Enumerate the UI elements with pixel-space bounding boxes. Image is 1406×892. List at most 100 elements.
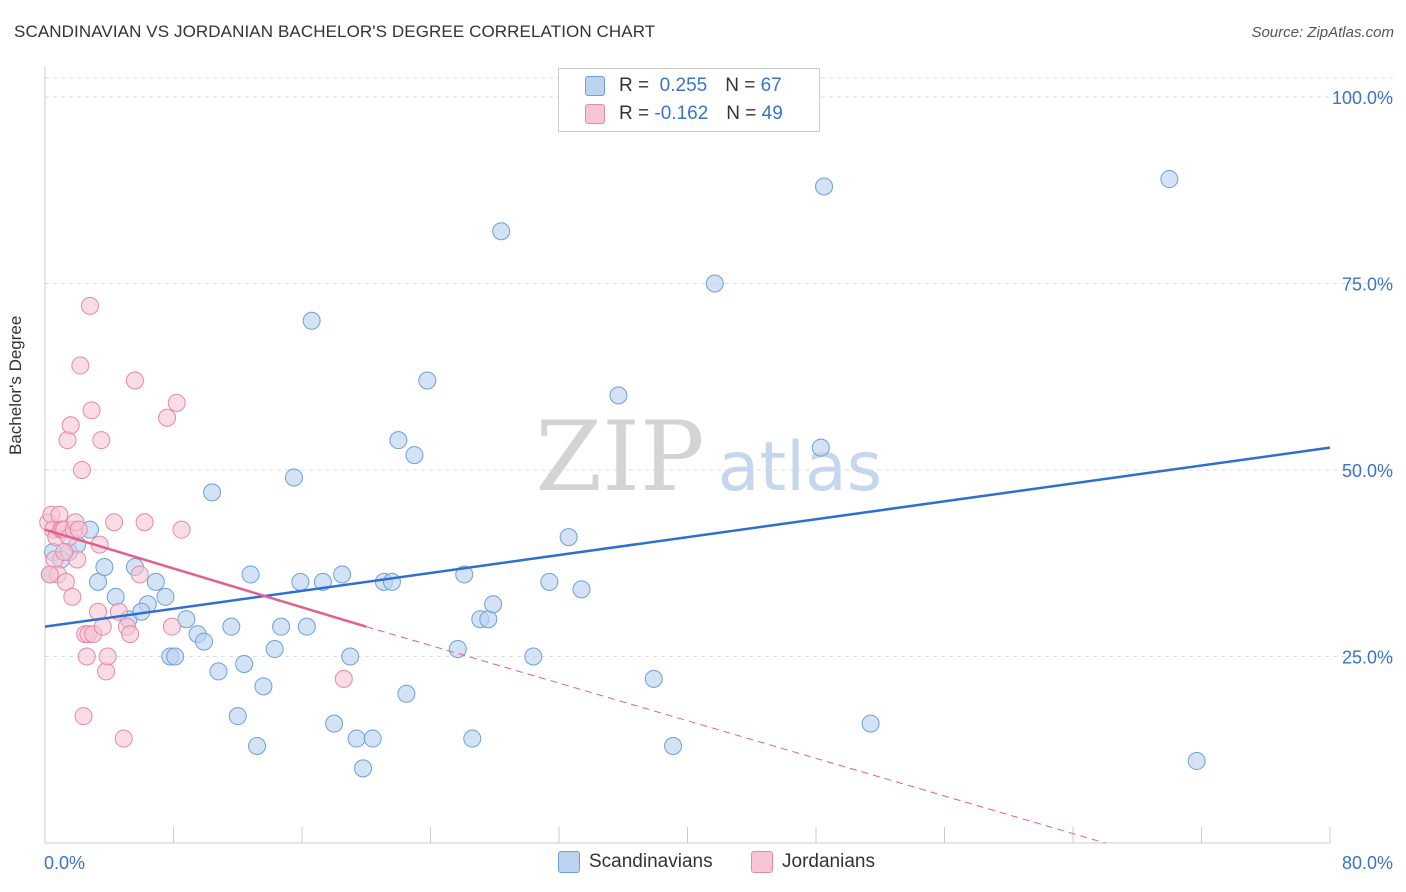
jordanian-point	[334, 669, 353, 688]
scandinavian-point	[418, 371, 437, 390]
scandinavian-point	[248, 737, 267, 756]
scandinavian-point	[479, 610, 498, 629]
jordanian-trend-extension	[366, 626, 1106, 844]
scandinavian-point	[405, 446, 424, 465]
jordanian-trend-line	[44, 528, 367, 628]
y-tick-label: 50.0%	[1342, 461, 1393, 481]
scandinavian-point	[89, 572, 108, 591]
scandinavian-point	[203, 483, 222, 502]
scandinavian-point	[540, 572, 559, 591]
scandinavian-point	[235, 654, 254, 673]
n-label: N =	[726, 103, 757, 124]
scandinavian-point	[455, 565, 474, 584]
r-label: R =	[619, 75, 650, 96]
jordanian-point	[50, 505, 69, 524]
scandinavian-point	[272, 617, 291, 636]
watermark-atlas: atlas	[718, 428, 882, 507]
n-value: 49	[761, 103, 783, 124]
scandinavian-point	[397, 684, 416, 703]
scandinavian-point	[347, 729, 366, 748]
scandinavian-point	[146, 572, 165, 591]
r-value: -0.162	[654, 103, 709, 124]
scandinavian-point	[241, 565, 260, 584]
jordanian-point	[135, 513, 154, 532]
x-tick-label-max: 80.0%	[1342, 853, 1393, 873]
scandinavian-point	[291, 572, 310, 591]
legend-item-scandinavians[interactable]: Scandinavians	[558, 851, 713, 873]
scandinavian-point	[484, 595, 503, 614]
legend-label-jordanians: Jordanians	[782, 851, 875, 872]
jordanian-point	[69, 520, 88, 539]
jordanian-point	[55, 543, 74, 562]
source-label: Source: ZipAtlas.com	[1251, 24, 1394, 41]
jordanian-point	[158, 408, 177, 427]
scandinavian-point	[228, 707, 247, 726]
jordanian-point	[71, 356, 90, 375]
scandinavian-point	[609, 386, 628, 405]
scandinavian-point	[341, 647, 360, 666]
legend-item-jordanians[interactable]: Jordanians	[751, 851, 875, 873]
jordanian-point	[72, 461, 91, 479]
scandinavians-swatch	[558, 851, 580, 873]
scandinavian-point	[284, 468, 303, 487]
scandinavian-point	[254, 677, 273, 696]
scandinavian-point	[644, 669, 663, 688]
jordanian-point	[162, 617, 181, 636]
scandinavian-point	[1160, 170, 1179, 189]
scandinavian-point	[382, 572, 401, 591]
trend-lines	[44, 446, 1331, 844]
scandinavian-point	[325, 714, 344, 733]
jordanian-point	[61, 416, 80, 435]
jordanian-point	[82, 401, 101, 420]
scandinavian-point	[297, 617, 316, 636]
scandinavian-point	[222, 617, 241, 636]
jordanian-point	[130, 565, 149, 584]
jordanian-points	[39, 296, 353, 748]
r-label: R =	[619, 103, 650, 124]
legend-row-scandinavians: R = 0.255 N = 67	[585, 74, 782, 98]
scandinavian-point	[448, 640, 467, 659]
scandinavian-point	[156, 587, 175, 606]
axes	[44, 66, 1331, 844]
scandinavian-point	[166, 647, 185, 666]
y-tick-label: 75.0%	[1342, 275, 1393, 295]
watermark: ZIP atlas	[535, 401, 882, 513]
jordanian-point	[80, 296, 99, 315]
legend-row-jordanians: R = -0.162 N = 49	[585, 102, 783, 126]
jordanian-point	[125, 371, 144, 390]
scandinavian-point	[705, 274, 724, 293]
legend-label-scandinavians: Scandinavians	[589, 851, 713, 872]
scandinavian-point	[95, 557, 114, 576]
scandinavian-point	[572, 580, 591, 599]
jordanian-point	[63, 587, 82, 606]
scandinavian-point	[195, 632, 214, 651]
jordanian-point	[172, 520, 191, 539]
jordanian-point	[114, 729, 133, 748]
r-value: 0.255	[659, 75, 708, 96]
scandinavians-swatch	[585, 76, 605, 96]
n-value: 67	[760, 75, 782, 96]
scandinavian-point	[333, 565, 352, 584]
scandinavian-point	[209, 662, 228, 681]
jordanian-point	[58, 431, 77, 450]
jordanian-point	[105, 513, 124, 532]
jordanian-point	[74, 707, 93, 726]
jordanian-point	[93, 617, 112, 636]
tick-labels: 25.0% 50.0% 75.0% 100.0% 0.0% 80.0%	[44, 88, 1393, 873]
jordanian-point	[98, 647, 117, 666]
scandinavian-point	[106, 587, 125, 606]
chart-title: SCANDINAVIAN VS JORDANIAN BACHELOR'S DEG…	[14, 22, 656, 41]
y-tick-label: 25.0%	[1342, 648, 1393, 668]
scandinavian-point	[1187, 751, 1206, 770]
y-tick-label: 100.0%	[1332, 88, 1393, 108]
scandinavian-point	[664, 737, 683, 756]
jordanians-swatch	[751, 851, 773, 873]
scandinavian-point	[389, 431, 408, 450]
n-label: N =	[725, 75, 756, 96]
scandinavian-point	[302, 311, 321, 330]
scandinavian-point	[861, 714, 880, 733]
jordanian-point	[40, 565, 59, 584]
jordanian-point	[97, 662, 116, 681]
scandinavian-point	[559, 528, 578, 547]
